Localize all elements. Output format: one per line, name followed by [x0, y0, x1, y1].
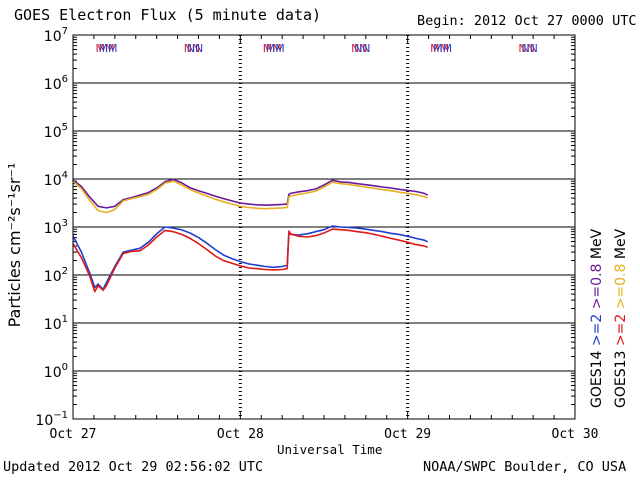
x-axis-label: Universal Time: [277, 442, 383, 457]
legend-entry: GOES13: [613, 351, 629, 408]
legend-entry: MeV: [589, 228, 605, 263]
updated-timestamp: Updated 2012 Oct 29 02:56:02 UTC: [3, 459, 264, 475]
plot-frame: [72, 34, 576, 420]
grid-lines: [73, 36, 575, 406]
marker-label: NN: [351, 42, 367, 55]
legend-entry: >=2: [589, 314, 605, 351]
legend-entry: MeV: [613, 228, 629, 263]
legend-column: GOES13 >=2 >=0.8 MeV: [613, 228, 629, 408]
legend-entry: >=0.8: [589, 264, 605, 314]
y-tick-label: 102: [44, 266, 68, 285]
day-dividers: [72, 35, 576, 419]
y-tick-label: 105: [44, 122, 68, 141]
y-axis-label: Particles cm⁻²s⁻¹sr⁻¹: [5, 163, 24, 328]
x-tick-label: Oct 30: [552, 427, 599, 442]
begin-time: Begin: 2012 Oct 27 0000 UTC: [417, 13, 637, 29]
y-tick-label: 104: [44, 170, 68, 189]
y-tick-label: 107: [44, 26, 68, 45]
marker-label: MM: [98, 42, 117, 55]
x-tick-labels: Oct 27 Oct 28 Oct 29 Oct 30: [50, 427, 599, 442]
legend-entry: >=2: [613, 314, 629, 351]
legend-column: GOES14 >=2 >=0.8 MeV: [589, 228, 605, 408]
chart-title: GOES Electron Flux (5 minute data): [14, 6, 322, 24]
series-lines: [72, 178, 429, 293]
marker-label: NN: [184, 42, 200, 55]
marker-label: MM: [433, 42, 452, 55]
series-line-0: [72, 178, 429, 209]
marker-label: MM: [95, 42, 114, 55]
x-tick-label: Oct 27: [50, 427, 97, 442]
series-line-2: [72, 225, 429, 291]
marker-label: NN: [521, 42, 537, 55]
legend-entry: GOES14: [589, 350, 605, 408]
y-tick-label: 101: [44, 314, 68, 333]
marker-label: NN: [518, 42, 534, 55]
x-tick-label: Oct 28: [217, 427, 264, 442]
marker-label: NN: [354, 42, 370, 55]
series-line-3: [72, 228, 428, 293]
y-tick-label: 100: [44, 362, 68, 381]
y-tick-label: 106: [44, 74, 68, 93]
marker-label: MM: [266, 42, 285, 55]
y-tick-label: 103: [44, 218, 68, 237]
x-tick-label: Oct 29: [384, 427, 431, 442]
marker-label: MM: [430, 42, 449, 55]
marker-label: NN: [187, 42, 203, 55]
legend-entry: >=0.8: [613, 264, 629, 314]
credit-label: NOAA/SWPC Boulder, CO USA: [423, 459, 627, 475]
marker-label: MM: [263, 42, 282, 55]
series-line-1: [72, 180, 429, 214]
